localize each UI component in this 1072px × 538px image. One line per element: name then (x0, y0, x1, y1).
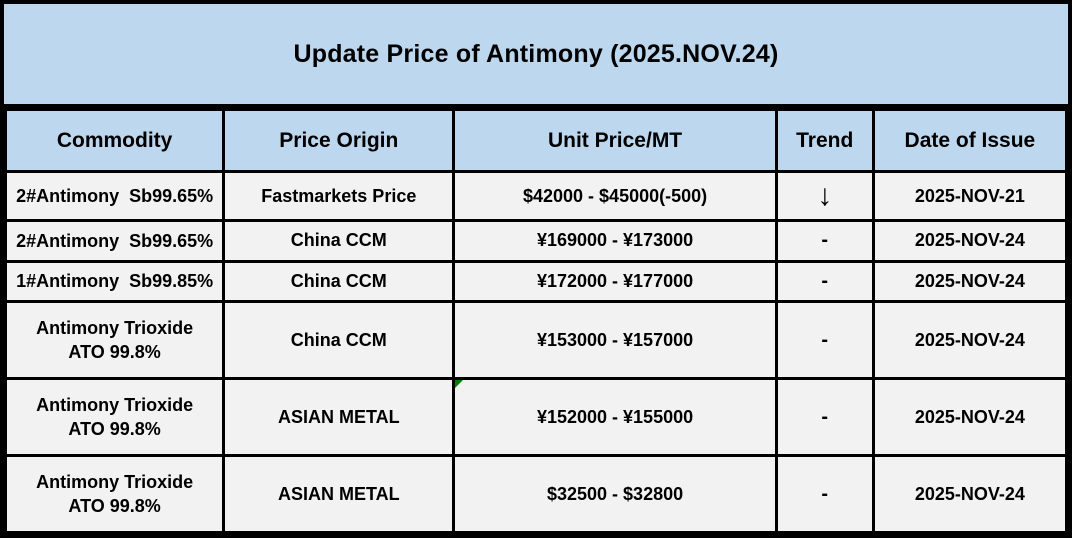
table-row: 2#Antimony Sb99.65% Fastmarkets Price $4… (3, 169, 1069, 223)
commodity-cell: 2#Antimony Sb99.65% (3, 169, 226, 223)
price-origin-cell: ASIAN METAL (222, 454, 456, 534)
trend-cell-down-arrow-icon: ↓ (774, 169, 875, 223)
unit-price-cell: ¥172000 - ¥177000 (452, 259, 778, 304)
header-row: Commodity Price Origin Unit Price/MT Tre… (3, 108, 1069, 173)
column-header-unit-price: Unit Price/MT (452, 108, 778, 173)
table-row: Antimony Trioxide ATO 99.8% ASIAN METAL … (3, 454, 1069, 534)
table-row: 1#Antimony Sb99.85% China CCM ¥172000 - … (3, 259, 1069, 304)
cell-error-indicator-triangle (456, 381, 464, 389)
unit-price-text: ¥152000 - ¥155000 (536, 406, 694, 427)
price-origin-cell: Fastmarkets Price (222, 169, 456, 223)
commodity-cell: 1#Antimony Sb99.85% (3, 259, 226, 304)
commodity-cell: Antimony Trioxide ATO 99.8% (3, 300, 226, 381)
commodity-cell: Antimony Trioxide ATO 99.8% (3, 454, 226, 534)
unit-price-cell: ¥153000 - ¥157000 (452, 300, 778, 381)
trend-cell: - (774, 259, 875, 304)
table-row: 2#Antimony Sb99.65% China CCM ¥169000 - … (3, 219, 1069, 263)
unit-price-cell: $42000 - $45000(-500) (452, 169, 778, 223)
column-header-commodity: Commodity (3, 108, 226, 173)
trend-cell: - (774, 454, 875, 534)
trend-cell: - (774, 377, 875, 458)
trend-cell: - (774, 219, 875, 263)
column-header-trend: Trend (774, 108, 875, 173)
date-of-issue-cell: 2025-NOV-24 (871, 454, 1069, 534)
price-origin-cell: China CCM (222, 300, 456, 381)
price-origin-cell: China CCM (222, 219, 456, 263)
price-table-container: Commodity Price Origin Unit Price/MT Tre… (3, 108, 1069, 534)
price-origin-cell: ASIAN METAL (222, 377, 456, 458)
date-of-issue-cell: 2025-NOV-24 (871, 300, 1069, 381)
unit-price-cell: ¥152000 - ¥155000 (452, 377, 778, 458)
date-of-issue-cell: 2025-NOV-24 (871, 377, 1069, 458)
table-row: Antimony Trioxide ATO 99.8% ASIAN METAL … (3, 377, 1069, 458)
column-header-price-origin: Price Origin (222, 108, 456, 173)
table-row: Antimony Trioxide ATO 99.8% China CCM ¥1… (3, 300, 1069, 381)
commodity-cell: Antimony Trioxide ATO 99.8% (3, 377, 226, 458)
page-title: Update Price of Antimony (2025.NOV.24) (4, 4, 1068, 108)
price-origin-cell: China CCM (222, 259, 456, 304)
column-header-date-of-issue: Date of Issue (871, 108, 1069, 173)
price-table: Commodity Price Origin Unit Price/MT Tre… (3, 108, 1069, 534)
date-of-issue-cell: 2025-NOV-24 (871, 259, 1069, 304)
unit-price-cell: $32500 - $32800 (452, 454, 778, 534)
unit-price-cell: ¥169000 - ¥173000 (452, 219, 778, 263)
commodity-cell: 2#Antimony Sb99.65% (3, 219, 226, 263)
date-of-issue-cell: 2025-NOV-21 (871, 169, 1069, 223)
date-of-issue-cell: 2025-NOV-24 (871, 219, 1069, 263)
trend-cell: - (774, 300, 875, 381)
